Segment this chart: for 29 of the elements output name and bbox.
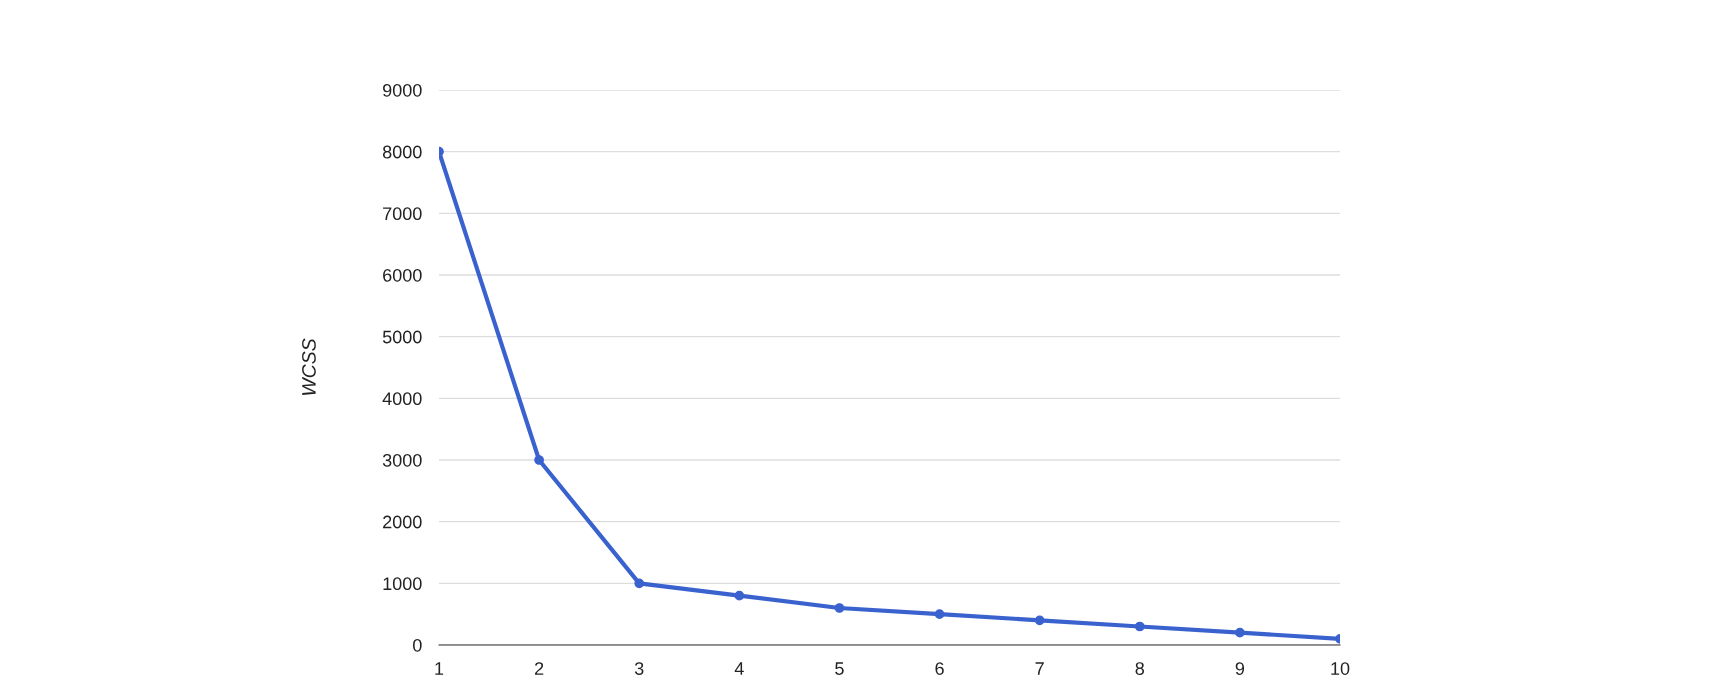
y-axis-title: WCSS [302, 338, 316, 395]
y-tick-label: 5000 [382, 330, 422, 344]
point [1235, 627, 1245, 638]
y-tick-label: 4000 [382, 392, 422, 406]
x-tick-label: 8 [1135, 662, 1145, 675]
x-tick-label: 2 [535, 662, 544, 675]
x-tick-label: 4 [734, 662, 744, 675]
y-tick-label: 2000 [383, 515, 422, 529]
point [834, 603, 845, 613]
x-tick-label: 7 [1035, 662, 1044, 675]
y-tick-label: 8000 [382, 145, 422, 159]
x-tick-label: 1 [435, 662, 444, 675]
point [634, 578, 645, 589]
x-tick-label: 10 [1331, 662, 1350, 675]
point [1034, 615, 1045, 626]
x-tick-label: 3 [634, 662, 644, 675]
x-tick-label: 9 [1235, 662, 1245, 675]
point [1134, 621, 1145, 632]
x-tick-label: 6 [935, 662, 944, 675]
point [534, 455, 544, 465]
point [734, 590, 745, 601]
y-tick-label: 0 [413, 638, 422, 652]
point [934, 609, 945, 620]
y-tick-label: 1000 [383, 577, 422, 591]
y-tick-label: 3000 [382, 453, 422, 467]
y-tick-label: 7000 [383, 207, 422, 221]
y-tick-label: 9000 [383, 83, 422, 97]
y-tick-label: 6000 [383, 268, 422, 282]
x-tick-label: 5 [835, 662, 844, 675]
